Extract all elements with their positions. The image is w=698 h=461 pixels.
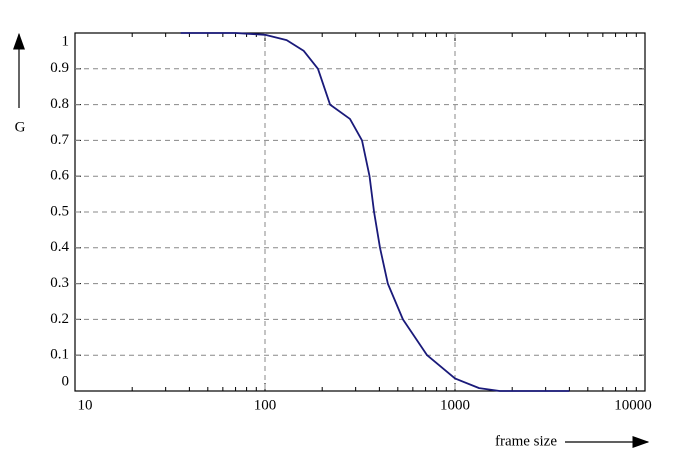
y-tick-label: 0 xyxy=(62,373,70,389)
y-tick-label: 0.7 xyxy=(50,132,69,148)
y-tick-label: 0.4 xyxy=(50,239,69,255)
y-tick-label: 0.3 xyxy=(50,275,69,291)
y-tick-label: 0.1 xyxy=(50,347,69,363)
x-tick-label: 10 xyxy=(78,397,93,413)
x-tick-label: 100 xyxy=(254,397,277,413)
x-axis-title: frame size xyxy=(495,433,557,449)
x-tick-label: 10000 xyxy=(614,397,652,413)
y-tick-label: 0.6 xyxy=(50,168,69,184)
y-tick-label: 0.8 xyxy=(50,96,69,112)
data-line xyxy=(180,32,570,392)
y-tick-label: 0.9 xyxy=(50,60,69,76)
y-axis-title: G xyxy=(15,119,26,135)
y-tick-label: 0.2 xyxy=(50,311,69,327)
x-tick-label: 1000 xyxy=(440,397,470,413)
y-tick-label: 1 xyxy=(62,33,70,49)
y-tick-label: 0.5 xyxy=(50,203,69,219)
